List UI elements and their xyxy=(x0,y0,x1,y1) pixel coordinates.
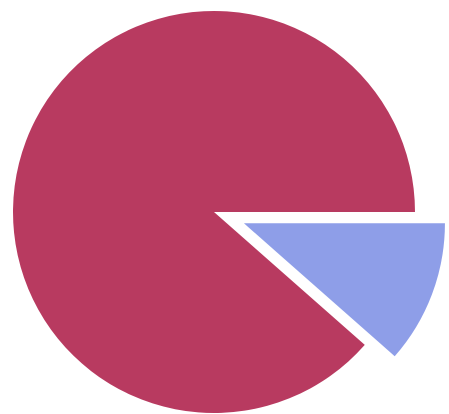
pie-slice-1 xyxy=(12,10,416,414)
pie-slice-2 xyxy=(243,223,445,357)
pie-slices xyxy=(12,10,445,414)
